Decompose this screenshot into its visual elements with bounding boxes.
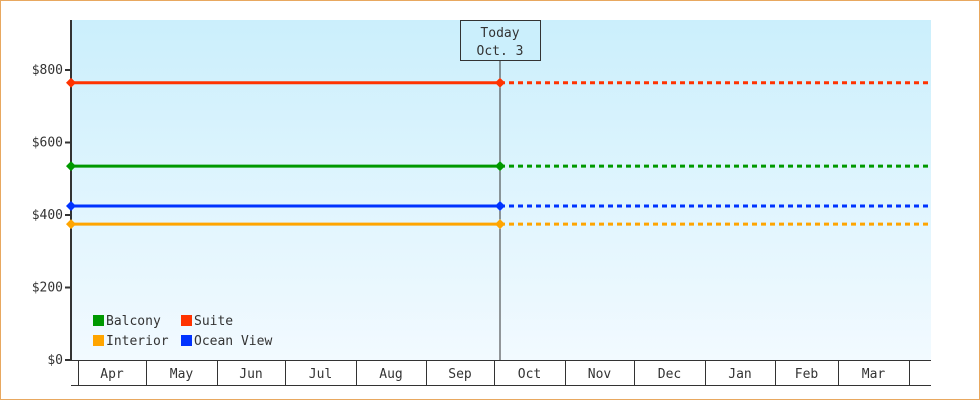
today-date: Oct. 3 bbox=[477, 44, 524, 59]
month-label: Feb bbox=[795, 367, 819, 382]
month-label: Jan bbox=[728, 367, 751, 382]
data-point bbox=[66, 161, 76, 172]
month-label: Nov bbox=[588, 367, 612, 382]
legend-swatch bbox=[93, 335, 104, 346]
data-point bbox=[495, 219, 505, 230]
legend-swatch bbox=[93, 315, 104, 326]
data-point bbox=[495, 200, 505, 211]
legend-label: Suite bbox=[194, 314, 233, 329]
data-point bbox=[66, 200, 76, 211]
legend-swatch bbox=[181, 315, 192, 326]
today-callout: Today Oct. 3 bbox=[460, 20, 541, 61]
month-label: Dec bbox=[658, 367, 681, 382]
data-point bbox=[495, 77, 505, 88]
y-tick-label: $0 bbox=[47, 353, 63, 368]
legend: Balcony Suite Interior Ocean View bbox=[93, 314, 272, 349]
legend-label: Balcony bbox=[106, 314, 161, 329]
month-label: Jun bbox=[239, 367, 262, 382]
legend-label: Ocean View bbox=[194, 334, 272, 349]
month-label: Sep bbox=[448, 367, 472, 382]
month-label: Aug bbox=[379, 367, 402, 382]
plot-area bbox=[71, 20, 931, 360]
data-point bbox=[495, 161, 505, 172]
month-label: Oct bbox=[518, 367, 541, 382]
y-tick-label: $400 bbox=[32, 208, 63, 223]
data-point bbox=[66, 219, 76, 230]
y-tick-label: $800 bbox=[32, 63, 63, 78]
legend-label: Interior bbox=[106, 334, 169, 349]
today-label: Today bbox=[480, 26, 519, 41]
y-tick-label: $200 bbox=[32, 281, 63, 296]
month-label: Mar bbox=[862, 367, 886, 382]
month-label: Apr bbox=[100, 367, 124, 382]
legend-swatch bbox=[181, 335, 192, 346]
y-tick-label: $600 bbox=[32, 136, 63, 151]
month-label: Jul bbox=[309, 367, 332, 382]
month-label: May bbox=[170, 367, 194, 382]
data-point bbox=[66, 77, 76, 88]
